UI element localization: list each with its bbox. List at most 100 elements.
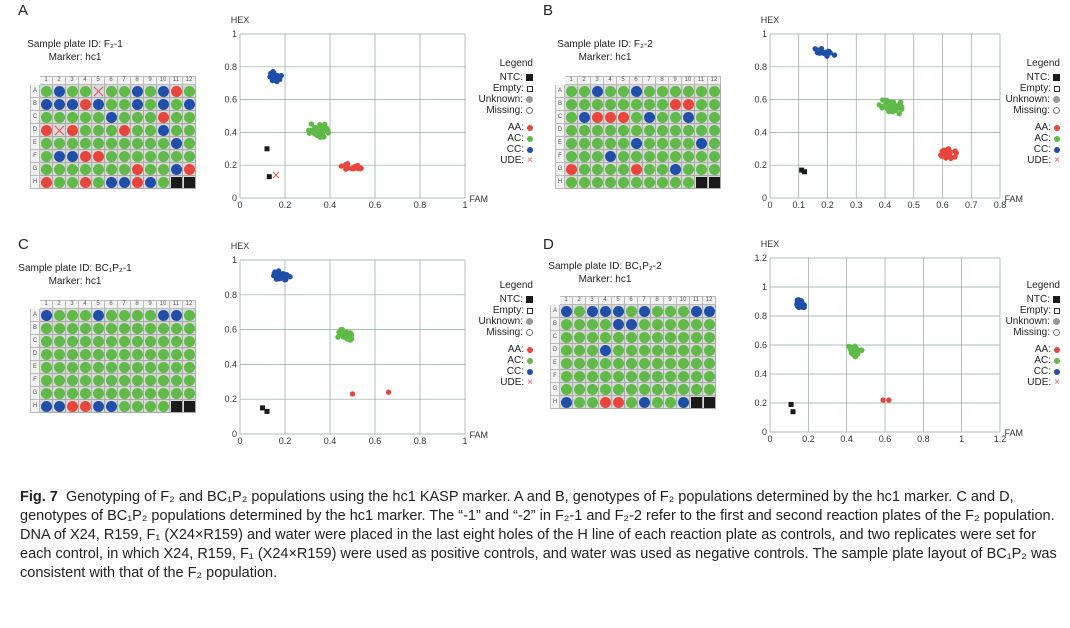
y-tick-label: 0.2	[224, 394, 237, 404]
legend-item-missing: Missing:	[980, 105, 1060, 116]
plate-well	[105, 85, 118, 98]
well-genotype-ac	[105, 163, 117, 175]
plate-row-label: G	[555, 163, 565, 176]
legend-title: Legend	[499, 280, 533, 291]
plate-well	[669, 137, 682, 150]
x-tick-label: 0	[237, 200, 242, 210]
well-genotype-ac	[40, 163, 52, 175]
well-genotype-aa	[617, 111, 629, 123]
point-ac	[859, 347, 865, 353]
plate-well	[92, 85, 105, 98]
marker-text: Marker: hc1	[48, 276, 102, 287]
well-genotype-ac	[656, 85, 668, 97]
well-genotype-ac	[578, 98, 590, 110]
well-genotype-ac	[144, 163, 156, 175]
point-aa	[941, 147, 947, 153]
legend-swatch-icon	[1053, 318, 1060, 325]
plate-well	[591, 150, 604, 163]
point-ac	[315, 126, 322, 133]
plate-well	[144, 322, 157, 335]
y-tick-label: 0.8	[224, 62, 237, 72]
well-genotype-ac	[578, 124, 590, 136]
well-genotype-ac	[695, 124, 707, 136]
plate-column-label: 10	[157, 76, 170, 85]
well-genotype-ac	[573, 331, 585, 343]
plate-well	[66, 309, 79, 322]
well-genotype-aa	[118, 124, 130, 136]
well-genotype-ac	[118, 85, 130, 97]
well-genotype-ac	[560, 370, 572, 382]
well-genotype-ac	[183, 111, 195, 123]
plate-well	[664, 383, 677, 396]
plate-well	[105, 335, 118, 348]
legend-label: Missing:	[486, 327, 523, 338]
legend-swatch-icon	[1053, 107, 1060, 114]
well-genotype-cc	[703, 305, 715, 317]
well-genotype-ac	[612, 331, 624, 343]
legend-item-empty: Empty:	[980, 305, 1060, 316]
well-genotype-ac	[53, 348, 65, 360]
well-genotype-ac	[604, 137, 616, 149]
well-genotype-ac	[638, 370, 650, 382]
plate-well	[157, 400, 170, 413]
plate-well	[565, 163, 578, 176]
legend-swatch-icon	[1054, 307, 1060, 314]
plate-row-label: H	[550, 396, 560, 409]
plate-well	[573, 370, 586, 383]
plate-row-label: D	[550, 344, 560, 357]
point-aa	[349, 391, 356, 397]
plate-well	[560, 383, 573, 396]
x-tick-label: 1.2	[994, 434, 1007, 444]
x-tick-label: 0.2	[279, 436, 292, 446]
legend-swatch-icon	[527, 85, 533, 92]
well-genotype-ac	[638, 383, 650, 395]
plate-well	[53, 374, 66, 387]
plate-well	[144, 348, 157, 361]
well-genotype-ac	[591, 176, 603, 188]
point-ude	[272, 171, 280, 179]
well-genotype-ac	[92, 137, 104, 149]
plate-well	[92, 150, 105, 163]
legend-label: CC:	[1033, 366, 1051, 377]
plate-well	[612, 344, 625, 357]
well-genotype-cc	[157, 124, 169, 136]
plate-well	[638, 357, 651, 370]
plate-well	[79, 150, 92, 163]
legend-item-ude: UDE: ×	[980, 377, 1060, 388]
plate-well	[105, 361, 118, 374]
plate-well	[118, 335, 131, 348]
well-genotype-ac	[573, 344, 585, 356]
legend-label: Empty:	[1019, 83, 1051, 94]
plate-well	[183, 150, 196, 163]
well-genotype-ac	[643, 85, 655, 97]
well-genotype-ac	[573, 396, 585, 408]
plate-well	[669, 176, 682, 189]
well-genotype-ac	[183, 335, 195, 347]
plate-well	[131, 387, 144, 400]
well-genotype-ac	[664, 370, 676, 382]
well-genotype-ac	[105, 335, 117, 347]
plate-well	[105, 111, 118, 124]
well-genotype-ac	[604, 85, 616, 97]
plate-well	[53, 322, 66, 335]
legend-label: Unknown:	[478, 94, 523, 105]
well-genotype-ac	[664, 344, 676, 356]
plate-well	[131, 400, 144, 413]
plate-id: Sample plate ID: BC₁P₂-2 Marker: hc1	[540, 260, 670, 286]
well-genotype-ac	[92, 124, 104, 136]
plate-well	[40, 163, 53, 176]
plate-well	[565, 137, 578, 150]
plate-well	[586, 331, 599, 344]
well-genotype-ac	[105, 361, 117, 373]
plate-well	[695, 150, 708, 163]
legend-item-ac: AC:	[453, 133, 533, 144]
well-genotype-ac	[170, 322, 182, 334]
well-genotype-cc	[40, 309, 52, 321]
well-genotype-ac	[630, 124, 642, 136]
well-genotype-aa	[92, 150, 104, 162]
plate-well	[573, 396, 586, 409]
well-genotype-ac	[638, 331, 650, 343]
plate-well	[669, 150, 682, 163]
plate-well	[630, 124, 643, 137]
well-genotype-ac	[651, 370, 663, 382]
